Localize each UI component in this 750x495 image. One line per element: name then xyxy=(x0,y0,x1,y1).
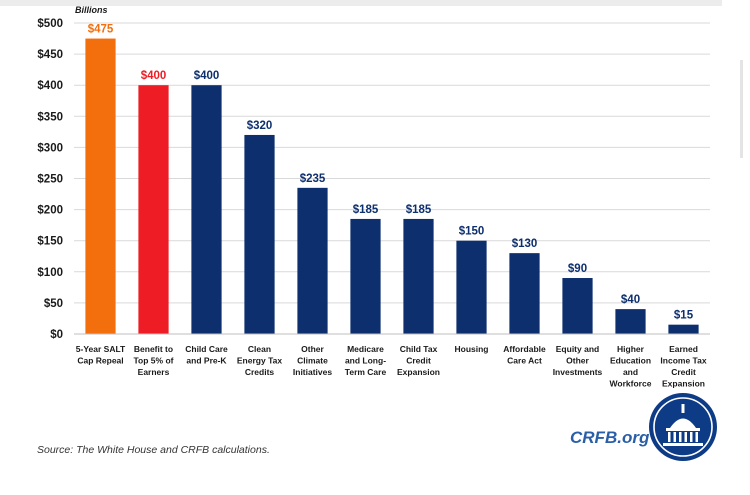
x-category-label-line: Top 5% of xyxy=(134,356,174,366)
x-category-label-line: Clean xyxy=(248,344,271,354)
x-category-label-line: Initiatives xyxy=(293,367,332,377)
bar xyxy=(403,218,434,334)
x-category-label-line: Child Tax xyxy=(400,344,438,354)
x-category-label-line: Affordable xyxy=(503,344,546,354)
bar-value-label: $150 xyxy=(459,226,485,238)
bar-value-label: $185 xyxy=(353,204,379,216)
x-category-label-line: and Long- xyxy=(345,356,386,366)
y-tick-label: $300 xyxy=(37,142,63,154)
x-category-label: Medicare and Long-Term Care xyxy=(345,344,387,377)
bar-value-label: $475 xyxy=(88,24,114,36)
x-category-label-line: Energy Tax xyxy=(237,356,282,366)
x-category-label-line: Workforce xyxy=(610,379,652,389)
y-tick-label: $250 xyxy=(37,174,63,186)
y-tick-label: $150 xyxy=(37,236,63,248)
x-category-label-line: Earned xyxy=(669,344,698,354)
x-category-label: Affordable Care Act xyxy=(503,344,546,366)
x-category-label-line: Credit xyxy=(406,356,431,366)
x-category-label-line: Housing xyxy=(455,344,489,354)
x-category-label-line: Other xyxy=(301,344,324,354)
source-note: Source: The White House and CRFB calcula… xyxy=(37,444,270,456)
right-edge-rule xyxy=(740,60,743,158)
x-category-label-line: Expansion xyxy=(662,379,705,389)
bar-value-label: $130 xyxy=(512,238,538,250)
y-tick-label: $400 xyxy=(37,80,63,92)
x-category-label-line: Credit xyxy=(671,367,696,377)
bar xyxy=(297,187,328,334)
x-category-label: 5-Year SALT Cap Repeal xyxy=(76,344,126,366)
bar-value-label: $15 xyxy=(674,310,694,322)
bar-value-label: $320 xyxy=(247,120,273,132)
bar xyxy=(85,38,116,335)
x-category-label-line: Cap Repeal xyxy=(77,356,123,366)
x-category-label-line: 5-Year SALT xyxy=(76,344,126,354)
x-category-label-line: Income Tax xyxy=(660,356,706,366)
x-category-label: Child Care and Pre-K xyxy=(185,344,228,366)
x-category-label-line: Investments xyxy=(553,367,603,377)
top-border xyxy=(0,0,722,6)
x-category-label: Housing xyxy=(455,344,489,354)
y-tick-label: $350 xyxy=(37,111,63,123)
bar-value-label: $90 xyxy=(568,263,587,275)
x-category-label-line: Education xyxy=(610,356,651,366)
x-category-label-line: Higher xyxy=(617,344,645,354)
x-category-label-line: Expansion xyxy=(397,367,440,377)
x-category-label-line: Care Act xyxy=(507,356,542,366)
x-category-label: Earned Income Tax Credit Expansion xyxy=(660,344,706,389)
y-tick-label: $100 xyxy=(37,267,63,279)
x-category-label: Benefit to Top 5% of Earners xyxy=(134,344,174,377)
x-category-label: Higher Education and Workforce xyxy=(610,344,652,389)
x-category-label-line: Other xyxy=(566,356,589,366)
bar-value-label: $400 xyxy=(194,70,220,82)
y-tick-label: $0 xyxy=(50,329,63,341)
x-category-label: Child Tax Credit Expansion xyxy=(397,344,440,377)
bar xyxy=(350,218,381,334)
bar xyxy=(562,278,593,334)
y-tick-label: $500 xyxy=(37,18,63,30)
x-category-label-line: Benefit to xyxy=(134,344,173,354)
bar-value-label: $235 xyxy=(300,173,326,185)
bar xyxy=(668,324,699,334)
bar xyxy=(191,85,222,334)
x-category-label-line: Child Care xyxy=(185,344,228,354)
x-category-label-line: Credits xyxy=(245,367,275,377)
y-tick-label: $450 xyxy=(37,49,63,61)
bar-value-label: $400 xyxy=(141,70,167,82)
x-category-label-line: and Pre-K xyxy=(186,356,227,366)
y-axis-unit-label: Billions xyxy=(75,5,108,15)
bar-value-label: $40 xyxy=(621,294,640,306)
x-category-label: Equity and Other Investments xyxy=(553,344,603,377)
bar xyxy=(615,309,646,334)
y-tick-label: $50 xyxy=(44,298,63,310)
x-category-label-line: Medicare xyxy=(347,344,384,354)
bar xyxy=(244,134,275,334)
x-category-label-line: and xyxy=(623,367,638,377)
x-category-label: Clean Energy Tax Credits xyxy=(237,344,282,377)
bar xyxy=(509,253,540,334)
bar xyxy=(456,240,487,334)
bar xyxy=(138,85,169,334)
x-category-label-line: Equity and xyxy=(556,344,599,354)
bar-value-label: $185 xyxy=(406,204,432,216)
x-category-label: Other Climate Initiatives xyxy=(293,344,332,377)
crfb-brand-link[interactable]: CRFB.org xyxy=(570,428,650,447)
x-category-label-line: Term Care xyxy=(345,367,387,377)
x-category-label-line: Earners xyxy=(138,367,170,377)
capitol-seal-logo xyxy=(649,393,717,461)
y-tick-label: $200 xyxy=(37,205,63,217)
x-category-label-line: Climate xyxy=(297,356,328,366)
